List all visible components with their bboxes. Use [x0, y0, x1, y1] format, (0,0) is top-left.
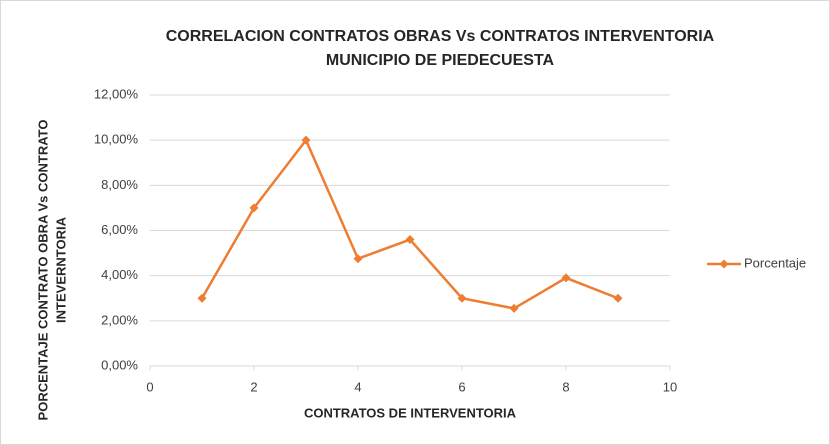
x-axis-label: CONTRATOS DE INTERVENTORIA — [304, 405, 517, 420]
y-tick-label: 2,00% — [101, 312, 138, 327]
y-axis-label: PORCENTAJE CONTRATO OBRA Vs CONTRATO — [35, 120, 50, 421]
data-point — [561, 273, 571, 283]
y-tick-label: 0,00% — [101, 357, 138, 372]
x-tick-label: 6 — [458, 379, 465, 394]
y-axis-label: INTEVERNTORIA — [53, 216, 68, 323]
data-point — [197, 293, 207, 303]
data-point — [301, 135, 311, 145]
x-tick-label: 4 — [354, 379, 361, 394]
data-point — [249, 203, 259, 213]
y-tick-label: 10,00% — [94, 132, 139, 147]
y-tick-label: 8,00% — [101, 177, 138, 192]
legend-marker — [719, 259, 729, 269]
data-point — [353, 254, 363, 264]
y-tick-label: 4,00% — [101, 267, 138, 282]
legend-label: Porcentaje — [744, 255, 806, 270]
data-point — [457, 293, 467, 303]
data-point — [405, 235, 415, 245]
y-tick-label: 6,00% — [101, 222, 138, 237]
chart-title: CORRELACION CONTRATOS OBRAS Vs CONTRATOS… — [166, 28, 715, 45]
x-tick-label: 2 — [250, 379, 257, 394]
data-point — [509, 303, 519, 313]
x-tick-label: 8 — [562, 379, 569, 394]
y-tick-label: 12,00% — [94, 86, 139, 101]
x-tick-label: 0 — [146, 379, 153, 394]
chart-title: MUNICIPIO DE PIEDECUESTA — [326, 52, 555, 69]
data-point — [613, 293, 623, 303]
x-tick-label: 10 — [663, 379, 677, 394]
